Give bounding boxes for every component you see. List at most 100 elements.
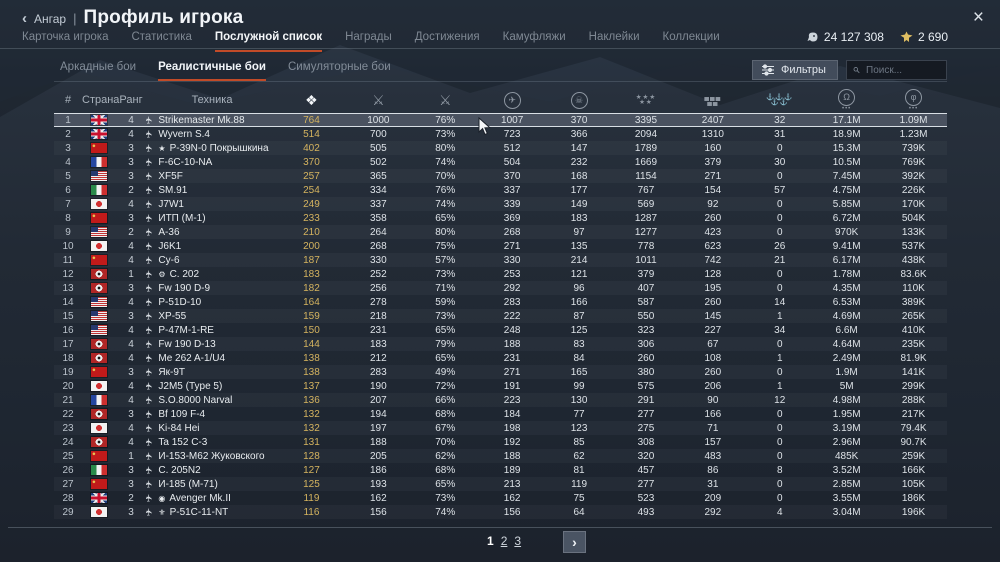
table-row[interactable]: 121✈⚙C. 20218325273%25312137912801.78M83… — [54, 267, 947, 281]
stat-value: 370 — [570, 114, 588, 126]
table-row[interactable]: 1 4 ✈Strikemaster Mk.88 764 1000 76% 1007 370 33… — [54, 113, 947, 127]
table-row[interactable]: 21 4 ✈S.O.8000 Narval 136 207 66% 223 130 291 90 1… — [54, 393, 947, 407]
tab-карточка-игрока[interactable]: Карточка игрока — [22, 31, 109, 43]
table-row[interactable]: 27 3 ✈И-185 (М-71) 125 193 65% 213 119 277 31 0 2.8… — [54, 477, 947, 491]
stat-value: 4.64M — [832, 338, 861, 350]
stat-value: 1154 — [635, 170, 657, 182]
col-header-rank[interactable]: Ранг — [119, 94, 143, 106]
table-row[interactable]: 18 4 ✈Me 262 A-1/U4 138 212 65% 231 84 260 108 1 2.… — [54, 351, 947, 365]
vehicle-name: Me 262 A-1/U4 — [158, 352, 226, 364]
tab-наклейки[interactable]: Наклейки — [588, 31, 640, 43]
table-row[interactable]: 14 4 ✈P-51D-10 164 278 59% 283 166 587 260 14 6.53M… — [54, 295, 947, 309]
table-row[interactable]: 16 4 ✈P-47M-1-RE 150 231 65% 248 125 323 227 34 6.6… — [54, 323, 947, 337]
search-input[interactable] — [864, 63, 946, 77]
back-to-hangar-link[interactable]: Ангар — [34, 12, 67, 26]
tab-награды[interactable]: Награды — [345, 31, 392, 43]
tab-послужной-список[interactable]: Послужной список — [214, 31, 323, 52]
deaths-icon[interactable]: ☠ — [546, 91, 613, 109]
col-header-number[interactable]: # — [64, 94, 72, 106]
vehicle-name-cell: ✈Me 262 A-1/U4 — [146, 353, 278, 364]
subtab-аркадные-бои[interactable]: Аркадные бои — [60, 61, 137, 73]
ussr-flag — [91, 479, 107, 489]
stat-value: 34 — [774, 324, 786, 336]
table-row[interactable]: 6 2 ✈SM.91 254 334 76% 337 177 767 154 57 4.75M 226K — [54, 183, 947, 197]
col-header-vehicle[interactable]: Техника — [191, 94, 233, 106]
sorties-icon[interactable]: ❖ — [305, 92, 318, 108]
table-row[interactable]: 7 4 ✈J7W1 249 337 74% 339 149 569 92 0 5.85M 170K — [54, 197, 947, 211]
stat-value: 0 — [776, 478, 783, 490]
tab-коллекции[interactable]: Коллекции — [662, 31, 720, 43]
table-row[interactable]: 25 1 ✈И-153-М62 Жуковского 128 205 62% 188 62 32… — [54, 449, 947, 463]
table-row[interactable]: 3 3 ✈★P-39N-0 Покрышкина 402 505 80% 512 147 178… — [54, 141, 947, 155]
vehicle-name-cell: ✈Fw 190 D-9 — [146, 283, 278, 294]
filters-button[interactable]: Фильтры — [752, 60, 838, 80]
table-row[interactable]: 20 4 ✈J2M5 (Type 5) 137 190 72% 191 99 575 206 1 5M… — [54, 379, 947, 393]
stat-value: 0 — [776, 212, 783, 224]
rank-value: 4 — [128, 128, 134, 140]
research-points-earned-icon[interactable]: φ ••• — [880, 89, 947, 112]
back-chevron-icon[interactable]: ‹ — [22, 10, 27, 27]
table-row[interactable]: 26 3 ✈C. 205N2 127 186 68% 189 81 457 86 8 3.52M 166… — [54, 463, 947, 477]
stat-value: 0 — [776, 436, 783, 448]
vehicle-name-cell: ✈Як-9Т — [146, 367, 278, 378]
vehicle-name-cell: ✈XF5F — [146, 171, 278, 182]
victories-percent-icon[interactable]: ⚔ — [438, 92, 452, 108]
stat-value: 81 — [573, 464, 585, 476]
stat-value: 70% — [435, 170, 456, 182]
us-flag — [91, 297, 107, 307]
stat-value: 198 — [503, 422, 521, 434]
stat-value: 184 — [503, 408, 521, 420]
stat-value: 194 — [370, 408, 387, 420]
table-row[interactable]: 5 3 ✈XF5F 257 365 70% 370 168 1154 271 0 7.45M 392K — [54, 169, 947, 183]
table-row[interactable]: 4 3 ✈F-6C-10-NA 370 502 74% 504 232 1669 379 30 10.… — [54, 155, 947, 169]
table-row[interactable]: 28 2 ✈◉Avenger Mk.II 119 162 73% 162 75 523 209 0 3… — [54, 491, 947, 505]
naval-kills-icon[interactable]: ⚓⚓⚓ ⚓⚓ — [766, 93, 794, 106]
row-number: 9 — [65, 226, 71, 238]
plane-icon: ✈ — [146, 340, 155, 348]
subtab-реалистичные-бои[interactable]: Реалистичные бои — [158, 61, 266, 81]
page-1[interactable]: 1 — [487, 534, 494, 548]
stat-value: 1789 — [634, 142, 658, 154]
table-row[interactable]: 9 2 ✈A-36 210 264 80% 268 97 1277 423 0 970K 133K — [54, 225, 947, 239]
table-row[interactable]: 13 3 ✈Fw 190 D-9 182 256 71% 292 96 407 195 0 4.35M… — [54, 281, 947, 295]
battles-icon[interactable]: ⚔ — [372, 92, 385, 108]
table-row[interactable]: 8 3 ✈ИТП (М-1) 233 358 65% 369 183 1287 260 0 6.72M… — [54, 211, 947, 225]
tab-статистика[interactable]: Статистика — [131, 31, 192, 43]
plane-icon: ✈ — [146, 368, 155, 376]
table-row[interactable]: 23 4 ✈Ki-84 Hei 132 197 67% 198 123 275 71 0 3.19M 7… — [54, 421, 947, 435]
stat-value: 537K — [901, 240, 926, 252]
air-targets-destroyed-icon[interactable]: ✈ — [479, 91, 546, 109]
stat-value: 125 — [303, 478, 320, 490]
table-row[interactable]: 2 4 ✈Wyvern S.4 514 700 73% 723 366 2094 1310 31 18… — [54, 127, 947, 141]
row-number: 10 — [62, 240, 74, 252]
ground-kills-icon[interactable]: ▄▄▄ ▄▄ — [704, 93, 722, 106]
table-row[interactable]: 24 4 ✈Ta 152 C-3 131 188 70% 192 85 308 157 0 2.96M… — [54, 435, 947, 449]
stat-value: 125 — [570, 324, 588, 336]
next-page-button[interactable]: › — [563, 531, 586, 553]
page-2[interactable]: 2 — [500, 534, 508, 548]
table-row[interactable]: 17 4 ✈Fw 190 D-13 144 183 79% 188 83 306 67 0 4.64M… — [54, 337, 947, 351]
table-row[interactable]: 22 3 ✈Bf 109 F-4 132 194 68% 184 77 277 166 0 1.95M… — [54, 407, 947, 421]
col-header-country[interactable]: Страна — [82, 94, 120, 106]
vehicle-name-cell: ✈XP-55 — [146, 311, 278, 322]
close-icon[interactable]: × — [972, 7, 984, 28]
stat-value: 778 — [637, 240, 655, 252]
rank-value: 3 — [128, 212, 134, 224]
table-row[interactable]: 11 4 ✈Су-6 187 330 57% 330 214 1011 742 21 6.17M 438… — [54, 253, 947, 267]
table-row[interactable]: 19 3 ✈Як-9Т 138 283 49% 271 165 380 260 0 1.9M 141K — [54, 365, 947, 379]
stat-value: 6.53M — [832, 296, 861, 308]
ussr-flag — [91, 255, 107, 265]
stat-value: 137 — [303, 380, 320, 392]
page-3[interactable]: 3 — [514, 534, 522, 548]
vehicle-name-cell: ✈Wyvern S.4 — [146, 129, 278, 140]
silver-lions-earned-icon[interactable]: Ω ••• — [813, 89, 880, 112]
table-row[interactable]: 29 3 ✈⚜P-51C-11-NT 116 156 74% 156 64 493 292 4 3.0… — [54, 505, 947, 519]
table-row[interactable]: 15 3 ✈XP-55 159 218 73% 222 87 550 145 1 4.69M 265K — [54, 309, 947, 323]
plane-icon: ✈ — [146, 144, 155, 152]
tab-камуфляжи[interactable]: Камуфляжи — [502, 31, 566, 43]
table-row[interactable]: 10 4 ✈J6K1 200 268 75% 271 135 778 623 26 9.41M 537K — [54, 239, 947, 253]
subtab-симуляторные-бои[interactable]: Симуляторные бои — [287, 61, 391, 73]
tab-достижения[interactable]: Достижения — [414, 31, 480, 43]
stat-value: 1277 — [634, 226, 658, 238]
air-kills-icon[interactable]: ★★★ ★★ — [635, 93, 657, 106]
